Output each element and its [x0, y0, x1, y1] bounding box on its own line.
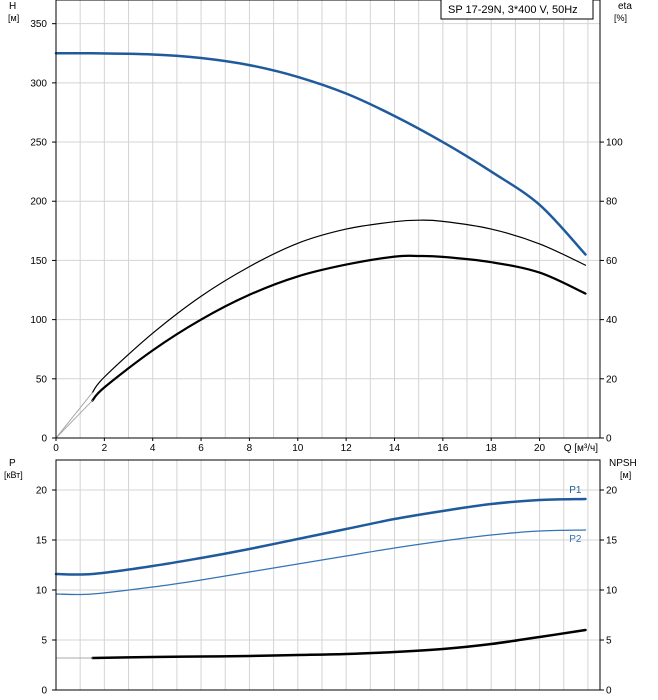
right-axis-tick-label: 5	[606, 636, 612, 647]
left-axis-tick-label: 50	[36, 374, 48, 385]
curve-series-0-3	[55, 392, 93, 439]
left-axis-tick-label: 100	[30, 315, 47, 326]
left-axis-tick-label: 250	[30, 138, 47, 149]
left-axis-tick-label: 300	[30, 78, 47, 89]
right-axis-tick-label: 20	[606, 374, 618, 385]
left-axis-tick-label: 200	[30, 197, 47, 208]
legend: SP 17-29N, 3*400 V, 50Hz	[440, 0, 594, 20]
x-axis-title: Q [м³/ч]	[564, 443, 599, 454]
plot-frame	[55, 0, 601, 439]
x-axis-tick-label: 16	[437, 443, 449, 454]
x-axis-tick-label: 6	[198, 443, 204, 454]
curve-p1	[54, 497, 587, 576]
left-axis-tick-label: 5	[41, 636, 47, 647]
left-axis-tick-label: 350	[30, 19, 47, 30]
curve-series-1-2	[91, 628, 587, 660]
right-axis-tick-label: 60	[606, 256, 618, 267]
x-axis-tick-label: 18	[486, 443, 498, 454]
series-label-p2: P2	[569, 534, 582, 545]
grid-lines	[56, 0, 600, 690]
left-axis-tick-label: 15	[36, 536, 48, 547]
x-axis-tick-label: 4	[150, 443, 156, 454]
right-axis-tick-label: 0	[606, 686, 612, 697]
plot-frame	[55, 459, 601, 691]
series-label-p1: P1	[569, 485, 582, 496]
right-axis-tick-label: 10	[606, 586, 618, 597]
x-axis-tick-label: 0	[53, 443, 59, 454]
left-axis-title: H	[9, 1, 16, 12]
axis-labels: 050100150200250300350020406080100H[м]eta…	[4, 1, 637, 697]
left-axis-tick-label: 150	[30, 256, 47, 267]
right-axis-tick-label: 40	[606, 315, 618, 326]
curve-series-0-0	[54, 51, 587, 256]
left-axis-tick-label: 0	[41, 434, 47, 445]
right-axis-tick-label: 0	[606, 434, 612, 445]
left-axis-tick-label: 0	[41, 686, 47, 697]
curve-series-0-4	[55, 400, 93, 439]
x-axis-tick-label: 20	[534, 443, 546, 454]
right-axis-unit: [м]	[620, 470, 631, 480]
left-axis-tick-label: 20	[36, 486, 48, 497]
curves	[54, 51, 587, 660]
curve-p2	[55, 529, 587, 596]
right-axis-tick-label: 20	[606, 486, 618, 497]
right-axis-tick-label: 15	[606, 536, 618, 547]
left-axis-unit: [м]	[8, 13, 19, 23]
right-axis-unit: [%]	[614, 13, 627, 23]
left-axis-unit: [кВт]	[4, 470, 23, 480]
right-axis-tick-label: 80	[606, 197, 618, 208]
x-axis-tick-label: 12	[341, 443, 353, 454]
legend-box	[440, 0, 594, 20]
x-axis-tick-label: 8	[247, 443, 253, 454]
left-axis-tick-label: 10	[36, 586, 48, 597]
x-axis-tick-label: 10	[292, 443, 304, 454]
curve-series-0-2	[91, 219, 587, 394]
curve-series-0-1	[91, 254, 587, 402]
right-axis-title: NPSH	[609, 458, 637, 469]
right-axis-tick-label: 100	[606, 138, 623, 149]
right-axis-title: eta	[618, 1, 632, 12]
x-axis-tick-label: 14	[389, 443, 401, 454]
x-axis-tick-label: 2	[102, 443, 108, 454]
panel-frames	[52, 0, 604, 691]
legend-text: SP 17-29N, 3*400 V, 50Hz	[448, 4, 578, 16]
left-axis-title: P	[9, 458, 16, 469]
